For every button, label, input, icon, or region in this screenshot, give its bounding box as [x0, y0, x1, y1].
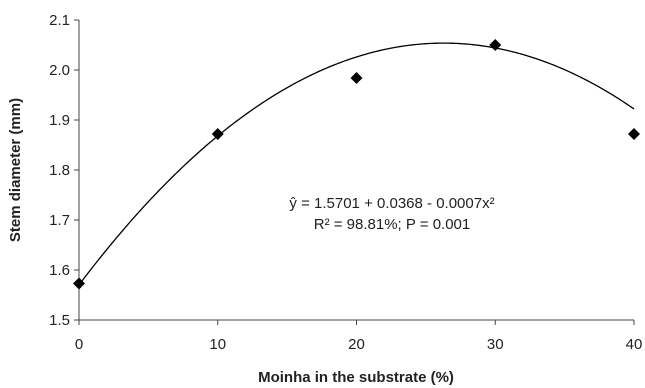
x-tick-label: 20	[348, 336, 365, 353]
axes	[79, 20, 634, 320]
y-tick-label: 2.1	[49, 12, 70, 29]
x-ticks: 0 10 20 30 40	[75, 320, 643, 353]
x-tick-label: 10	[209, 336, 226, 353]
y-ticks: 1.5 1.6 1.7 1.8 1.9 2.0 2.1	[49, 12, 79, 329]
y-tick-label: 2.0	[49, 62, 70, 79]
y-tick-label: 1.8	[49, 162, 70, 179]
data-point	[212, 128, 224, 140]
data-points	[73, 39, 640, 290]
x-tick-label: 30	[487, 336, 504, 353]
y-axis-title: Stem diameter (mm)	[7, 98, 24, 242]
x-axis-title: Moinha in the substrate (%)	[258, 369, 454, 386]
equation-line-1: ŷ = 1.5701 + 0.0368 - 0.0007x²	[289, 195, 494, 212]
equation-line-2: R² = 98.81%; P = 0.001	[314, 216, 471, 233]
data-point	[628, 128, 640, 140]
x-tick-label: 0	[75, 336, 83, 353]
y-tick-label: 1.7	[49, 212, 70, 229]
y-tick-label: 1.9	[49, 112, 70, 129]
y-tick-label: 1.5	[49, 312, 70, 329]
data-point	[351, 72, 363, 84]
y-tick-label: 1.6	[49, 262, 70, 279]
x-tick-label: 40	[626, 336, 643, 353]
